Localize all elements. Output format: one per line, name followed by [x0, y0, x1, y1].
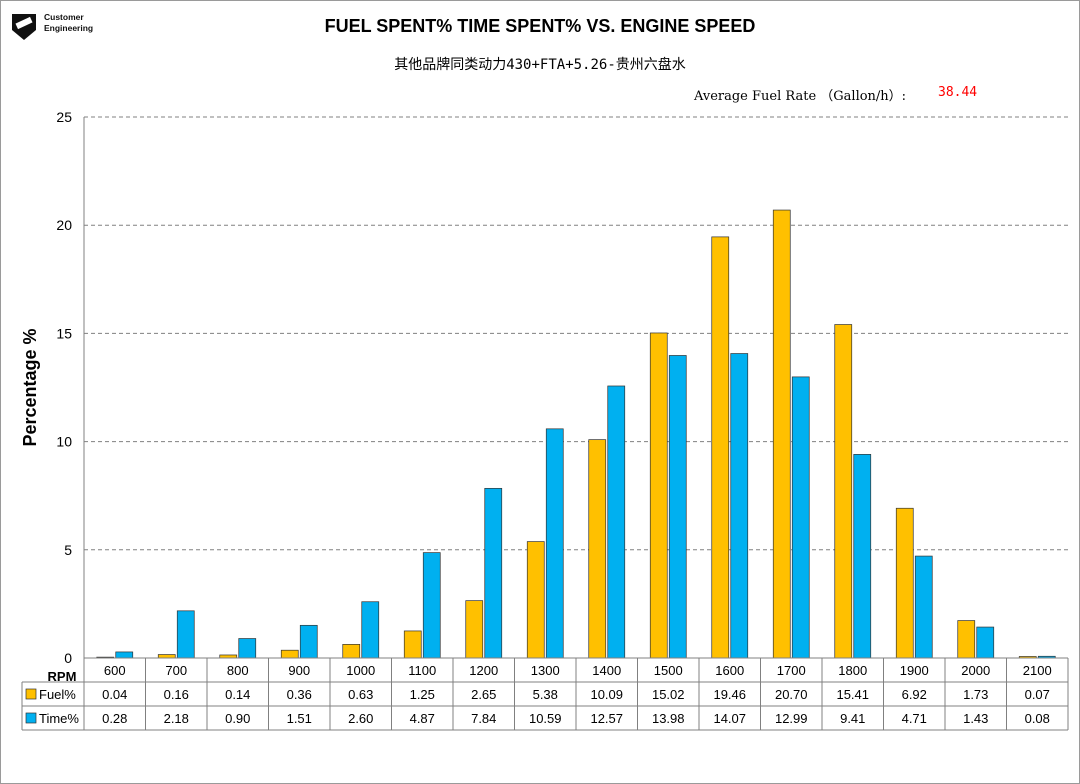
- bar-time: [730, 353, 749, 659]
- bar-fuel: [342, 644, 361, 659]
- table-cell-value: 10.09: [590, 687, 623, 702]
- legend-label: Fuel%: [39, 687, 76, 702]
- bar-time: [668, 355, 687, 659]
- table-cell-value: 19.46: [713, 687, 746, 702]
- logo-text: Customer Engineering: [44, 12, 93, 34]
- average-fuel-rate-label: Average Fuel Rate （Gallon/h）:: [694, 89, 907, 104]
- table-cell-value: 6.92: [902, 687, 927, 702]
- bar-fuel: [649, 332, 668, 659]
- x-tick-label: 1800: [838, 663, 867, 678]
- bar-fuel: [465, 600, 484, 659]
- x-tick-label: 2100: [1023, 663, 1052, 678]
- x-tick-label: 1300: [531, 663, 560, 678]
- table-cell-value: 12.57: [590, 711, 623, 726]
- x-tick-label: 1900: [900, 663, 929, 678]
- x-tick-label: 1000: [346, 663, 375, 678]
- bar-fuel: [772, 209, 791, 659]
- bar-fuel: [526, 541, 545, 659]
- table-cell-value: 0.90: [225, 711, 250, 726]
- table-cell-value: 1.73: [963, 687, 988, 702]
- bar-fuel: [280, 649, 299, 659]
- bar-fuel: [895, 507, 914, 659]
- table-cell-value: 0.63: [348, 687, 373, 702]
- x-tick-label: 2000: [961, 663, 990, 678]
- bar-time: [238, 638, 257, 659]
- cummins-logo: Customer Engineering: [8, 10, 118, 44]
- chart-title: FUEL SPENT% TIME SPENT% VS. ENGINE SPEED: [324, 16, 756, 36]
- table-cell-value: 9.41: [840, 711, 865, 726]
- legend-label: Time%: [39, 711, 79, 726]
- bar-time: [607, 385, 626, 659]
- table-cell-value: 0.14: [225, 687, 250, 702]
- x-tick-label: 1600: [715, 663, 744, 678]
- table-cell-value: 2.18: [164, 711, 189, 726]
- table-cell-value: 0.28: [102, 711, 127, 726]
- bar-time: [853, 454, 872, 659]
- table-cell-value: 14.07: [713, 711, 746, 726]
- table-cell-value: 0.36: [287, 687, 312, 702]
- table-cell-value: 15.02: [652, 687, 685, 702]
- average-fuel-rate-value: 38.44: [938, 85, 978, 100]
- table-cell-value: 4.71: [902, 711, 927, 726]
- table-cell-value: 13.98: [652, 711, 685, 726]
- bar-fuel: [957, 620, 976, 659]
- x-tick-label: 1400: [592, 663, 621, 678]
- y-tick-label: 5: [64, 542, 72, 558]
- y-tick-label: 15: [56, 325, 72, 341]
- x-tick-label: 600: [104, 663, 126, 678]
- logo-line1: Customer: [44, 12, 84, 22]
- table-cell-value: 1.25: [410, 687, 435, 702]
- bar-time: [115, 651, 134, 659]
- bar-fuel: [834, 324, 853, 659]
- legend-swatch: [25, 688, 37, 700]
- table-cell-value: 0.07: [1025, 687, 1050, 702]
- y-tick-label: 10: [56, 434, 72, 450]
- table-cell-value: 2.60: [348, 711, 373, 726]
- y-axis-label: Percentage %: [20, 328, 40, 446]
- table-cell-value: 1.43: [963, 711, 988, 726]
- bar-time: [176, 610, 195, 659]
- x-tick-label: 1200: [469, 663, 498, 678]
- bar-time: [422, 552, 441, 659]
- table-cell-value: 20.70: [775, 687, 808, 702]
- x-axis-label: RPM: [48, 669, 77, 684]
- cummins-logo-icon: [12, 14, 36, 40]
- x-tick-label: 1700: [777, 663, 806, 678]
- table-cell-value: 0.16: [164, 687, 189, 702]
- chart-subtitle: 其他品牌同类动力430+FTA+5.26-贵州六盘水: [394, 57, 686, 73]
- x-tick-label: 900: [288, 663, 310, 678]
- bar-time: [791, 376, 810, 659]
- legend-swatch: [25, 712, 37, 724]
- table-cell-value: 5.38: [533, 687, 558, 702]
- x-tick-label: 1100: [408, 663, 436, 678]
- bar-time: [545, 428, 564, 659]
- bar-time: [914, 555, 933, 659]
- logo-line2: Engineering: [44, 23, 94, 33]
- y-tick-label: 20: [56, 217, 72, 233]
- x-tick-label: 1500: [654, 663, 683, 678]
- y-tick-label: 25: [56, 109, 72, 125]
- table-cell-value: 0.08: [1025, 711, 1050, 726]
- bar-time: [361, 601, 380, 659]
- bar-time: [976, 626, 995, 659]
- table-cell-value: 12.99: [775, 711, 808, 726]
- x-tick-label: 800: [227, 663, 249, 678]
- table-cell-value: 0.04: [102, 687, 127, 702]
- table-cell-value: 2.65: [471, 687, 496, 702]
- table-cell-value: 4.87: [410, 711, 435, 726]
- bar-fuel: [588, 439, 607, 659]
- table-cell-value: 15.41: [836, 687, 869, 702]
- x-tick-label: 700: [165, 663, 187, 678]
- table-cell-value: 1.51: [287, 711, 312, 726]
- bar-time: [299, 624, 318, 659]
- table-cell-value: 10.59: [529, 711, 562, 726]
- bar-fuel: [157, 654, 176, 659]
- bar-fuel: [711, 236, 730, 659]
- bar-time: [484, 487, 503, 659]
- bar-fuel: [403, 630, 422, 659]
- table-cell-value: 7.84: [471, 711, 496, 726]
- y-tick-label: 0: [64, 650, 72, 666]
